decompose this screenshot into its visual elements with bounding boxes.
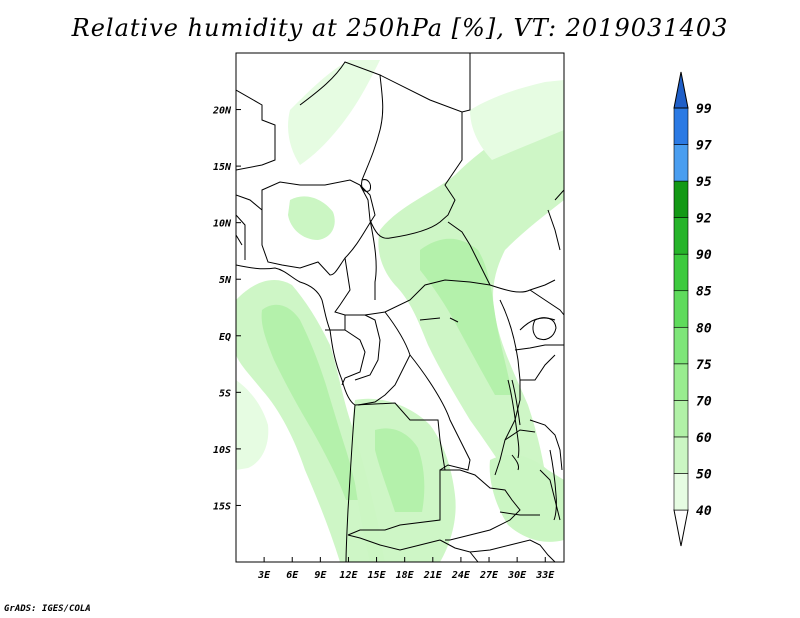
humidity-shading <box>236 60 564 562</box>
humidity-area-east <box>470 80 564 160</box>
lat-tick-label: 20N <box>212 106 232 117</box>
colorbar-level-label: 85 <box>696 285 712 300</box>
lon-tick-label: 27E <box>479 570 499 581</box>
colorbar-segment <box>673 473 689 511</box>
colorbar-level-label: 70 <box>696 394 712 409</box>
lat-tick-label: 5S <box>219 388 231 399</box>
map-frame <box>235 52 565 563</box>
lake-small-1 <box>419 317 459 323</box>
lon-tick-label: 33E <box>535 570 555 581</box>
map-axes: 3E 6E 9E 12E 15E 18E 21E 24E 27E 30E 33E 20N 15N 10N 5… <box>212 106 555 581</box>
colorbar-level-label: 90 <box>696 248 712 263</box>
border-north-2 <box>299 61 384 181</box>
colorbar-segment <box>673 107 689 145</box>
colorbar-segment <box>673 180 689 218</box>
lake-chad <box>361 179 371 193</box>
colorbar-level-label: 92 <box>696 212 712 227</box>
lat-tick-label: 5N <box>219 275 232 286</box>
lake-victoria <box>532 317 557 341</box>
humidity-area-northwest <box>288 196 335 240</box>
colorbar-segment <box>673 144 689 182</box>
colorbar-level-label: 99 <box>696 102 712 117</box>
lon-tick-label: 15E <box>368 570 387 581</box>
lat-tick-label: EQ <box>219 332 231 343</box>
humidity-area-north <box>288 60 380 165</box>
country-borders <box>236 53 564 562</box>
border-zambia <box>440 469 521 541</box>
colorbar-segment <box>673 363 689 401</box>
lon-tick-label: 30E <box>507 570 527 581</box>
lake-small-2 <box>511 454 519 471</box>
coastline <box>236 264 356 562</box>
border-north-1 <box>236 89 276 171</box>
lon-tick-label: 9E <box>314 570 327 581</box>
map-title: Relative humidity at 250hPa [%], VT: 201… <box>71 14 729 42</box>
lat-tick-label: 10N <box>213 219 232 230</box>
colorbar-segment <box>673 400 689 438</box>
colorbar-upper-triangle <box>673 71 689 109</box>
humidity-area-central-inner <box>420 238 512 395</box>
colorbar-level-label: 97 <box>696 139 712 154</box>
colorbar-level-label: 60 <box>696 431 712 446</box>
border-north-3 <box>379 53 471 113</box>
colorbar-level-label: 75 <box>696 358 712 373</box>
colorbar-segment <box>673 290 689 328</box>
lat-tick-label: 15N <box>213 162 232 173</box>
colorbar-level-label: 40 <box>696 504 712 519</box>
humidity-area-southeast <box>489 454 564 542</box>
colorbar-level-label: 80 <box>696 321 712 336</box>
lat-tick-label: 15S <box>213 501 231 512</box>
border-gabon-congo <box>325 314 381 386</box>
lon-tick-label: 21E <box>423 570 443 581</box>
border-cameroon-car <box>334 221 491 316</box>
humidity-area-coast-inner <box>261 304 358 500</box>
humidity-area-south-inner <box>375 428 425 512</box>
lon-tick-label: 12E <box>339 570 358 581</box>
lon-tick-label: 18E <box>396 570 415 581</box>
border-drc <box>357 299 521 476</box>
lat-tick-label: 10S <box>213 445 231 456</box>
lon-tick-label: 6E <box>286 570 299 581</box>
border-west <box>236 194 263 260</box>
colorbar: 40 50 60 70 75 80 85 90 92 95 97 99 <box>673 71 712 547</box>
colorbar-segment <box>673 217 689 255</box>
grads-credit: GrADS: IGES/COLA <box>4 604 91 614</box>
colorbar-segment <box>673 436 689 474</box>
colorbar-level-label: 95 <box>696 175 712 190</box>
lake-tanganyika <box>507 379 521 459</box>
humidity-area-west <box>236 380 269 470</box>
colorbar-lower-triangle <box>673 509 689 547</box>
colorbar-segment <box>673 326 689 365</box>
colorbar-segment <box>673 253 689 292</box>
colorbar-level-label: 50 <box>696 467 712 482</box>
lake-malawi <box>549 449 557 521</box>
border-north-4 <box>359 112 463 239</box>
lon-tick-label: 3E <box>257 570 271 581</box>
border-south <box>347 534 556 562</box>
lon-tick-label: 24E <box>451 570 471 581</box>
